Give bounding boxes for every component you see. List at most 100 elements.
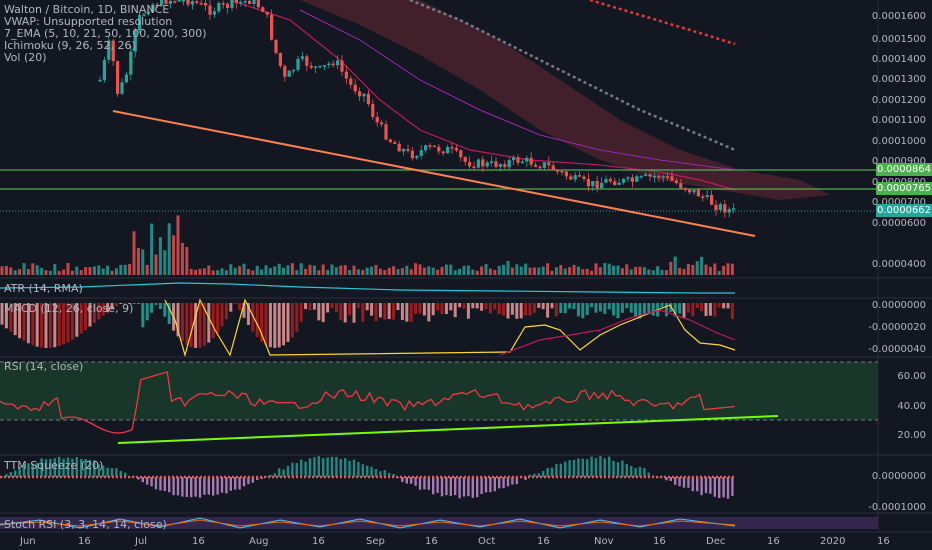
macd-histogram-bar xyxy=(246,303,250,326)
ttm-histogram-bar xyxy=(88,459,92,477)
volume-bar xyxy=(4,265,8,275)
macd-label[interactable]: MACD (12, 26, close, 9) xyxy=(4,302,134,315)
volume-bar xyxy=(669,261,673,275)
macd-histogram-bar xyxy=(594,303,598,313)
ttm-histogram-bar xyxy=(141,477,144,483)
macd-histogram-bar xyxy=(550,303,554,309)
volume-bar xyxy=(396,269,400,275)
ttm-histogram-bar xyxy=(357,462,360,477)
volume-bar xyxy=(299,263,303,275)
descending-trendline[interactable] xyxy=(112,110,756,237)
ttm-histogram-bar xyxy=(524,477,527,480)
candle-body xyxy=(666,176,670,178)
ttm-histogram-bar xyxy=(97,464,100,477)
volume-bar xyxy=(594,263,598,275)
macd-histogram-bar xyxy=(282,303,286,346)
volume-bar xyxy=(132,231,136,275)
volume-bar xyxy=(92,266,96,275)
macd-histogram-bar xyxy=(396,303,400,311)
volume-bar xyxy=(255,265,259,275)
ttm-histogram-bar xyxy=(172,477,175,496)
price-tick: 0.0000700 xyxy=(871,197,926,208)
stoch-label[interactable]: Stoch RSI (3, 3, 14, 14, close) xyxy=(4,518,167,531)
ttm-histogram-bar xyxy=(731,477,734,496)
candle-body xyxy=(481,159,485,167)
macd-histogram-bar xyxy=(295,303,299,332)
indicator-vwap[interactable]: VWAP: Unsupported resolution xyxy=(4,15,173,28)
macd-histogram-bar xyxy=(581,303,585,319)
macd-histogram-bar xyxy=(383,303,387,320)
macd-histogram-bar xyxy=(255,303,259,338)
candle-body xyxy=(195,1,199,3)
ttm-histogram-bar xyxy=(176,477,180,496)
volume-bar xyxy=(62,269,66,275)
volume-bar xyxy=(638,266,642,275)
volume-bar xyxy=(202,268,206,275)
macd-histogram-bar xyxy=(304,303,308,310)
candle-body xyxy=(613,181,617,185)
volume-bar xyxy=(26,269,30,275)
macd-histogram-bar xyxy=(220,303,224,327)
indicator-ema[interactable]: 7_EMA (5, 10, 21, 50, 100, 200, 300) xyxy=(4,27,207,40)
macd-histogram-bar xyxy=(158,303,162,309)
macd-histogram-bar xyxy=(431,303,435,316)
macd-histogram-bar xyxy=(484,303,488,310)
macd-histogram-bar xyxy=(400,303,404,320)
ttm-label[interactable]: TTM Squeeze (20) xyxy=(4,459,104,472)
candle-body xyxy=(375,117,379,123)
candle-body xyxy=(507,160,511,168)
candle-body xyxy=(173,1,177,3)
macd-histogram-bar xyxy=(572,303,576,310)
volume-bar xyxy=(387,267,391,275)
ttm-histogram-bar xyxy=(344,458,347,477)
ttm-histogram-bar xyxy=(726,477,730,499)
rsi-trendline[interactable] xyxy=(117,415,779,444)
ttm-histogram-bar xyxy=(273,473,276,477)
rsi-label[interactable]: RSI (14, close) xyxy=(4,360,84,373)
indicator-volume[interactable]: Vol (20) xyxy=(4,51,47,64)
macd-histogram-bar xyxy=(713,303,717,317)
ttm-histogram-bar xyxy=(278,468,281,477)
ttm-histogram-bar xyxy=(612,460,615,477)
ttm-histogram-bar xyxy=(49,458,52,477)
atr-label[interactable]: ATR (14, RMA) xyxy=(4,282,83,295)
volume-bar xyxy=(18,269,22,275)
macd-histogram-bar xyxy=(224,303,228,320)
candle-body xyxy=(696,189,700,197)
price-tick: 0.0001500 xyxy=(871,34,926,45)
indicator-ichimoku[interactable]: Ichimoku (9, 26, 52, 26) xyxy=(4,39,136,52)
ttm-histogram-bar xyxy=(405,477,408,484)
macd-histogram-bar xyxy=(216,303,220,333)
candle-body xyxy=(516,157,520,163)
macd-histogram-bar xyxy=(106,303,110,313)
ttm-histogram-bar xyxy=(256,477,259,481)
ttm-histogram-bar xyxy=(198,477,202,498)
macd-tick: -0.0000020 xyxy=(868,322,926,333)
ttm-histogram-bar xyxy=(212,477,215,496)
volume-bar xyxy=(40,267,44,275)
candle-body xyxy=(648,174,652,177)
candle-body xyxy=(327,63,331,66)
ttm-histogram-bar xyxy=(537,473,540,477)
volume-bar xyxy=(717,270,721,275)
macd-histogram-bar xyxy=(704,303,708,316)
ttm-histogram-bar xyxy=(458,477,461,499)
candle-body xyxy=(146,11,150,15)
ttm-histogram-bar xyxy=(366,465,369,477)
candle-body xyxy=(450,146,454,149)
macd-histogram-bar xyxy=(0,303,4,325)
macd-histogram-bar xyxy=(66,303,70,343)
volume-bar xyxy=(189,269,193,275)
volume-bar xyxy=(528,267,532,275)
macd-histogram-bar xyxy=(726,303,730,309)
candle-body xyxy=(274,39,278,53)
candle-body xyxy=(617,182,621,185)
rsi-tick: 20.00 xyxy=(897,430,926,441)
volume-bar xyxy=(220,268,224,275)
macd-histogram-bar xyxy=(264,303,268,346)
macd-histogram-bar xyxy=(101,303,105,316)
candle-body xyxy=(318,65,322,68)
ttm-histogram-bar xyxy=(9,472,12,477)
candle-body xyxy=(437,146,441,152)
